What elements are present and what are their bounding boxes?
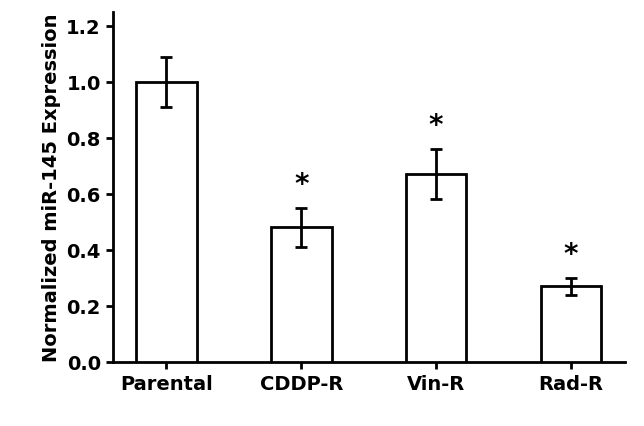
Bar [271, 228, 332, 362]
Bar [541, 287, 601, 362]
Text: *: * [564, 241, 578, 268]
Text: *: * [294, 171, 308, 199]
Y-axis label: Normalized miR-145 Expression: Normalized miR-145 Expression [42, 14, 61, 361]
Bar [136, 83, 196, 362]
Bar [406, 175, 466, 362]
Text: *: * [429, 112, 444, 140]
